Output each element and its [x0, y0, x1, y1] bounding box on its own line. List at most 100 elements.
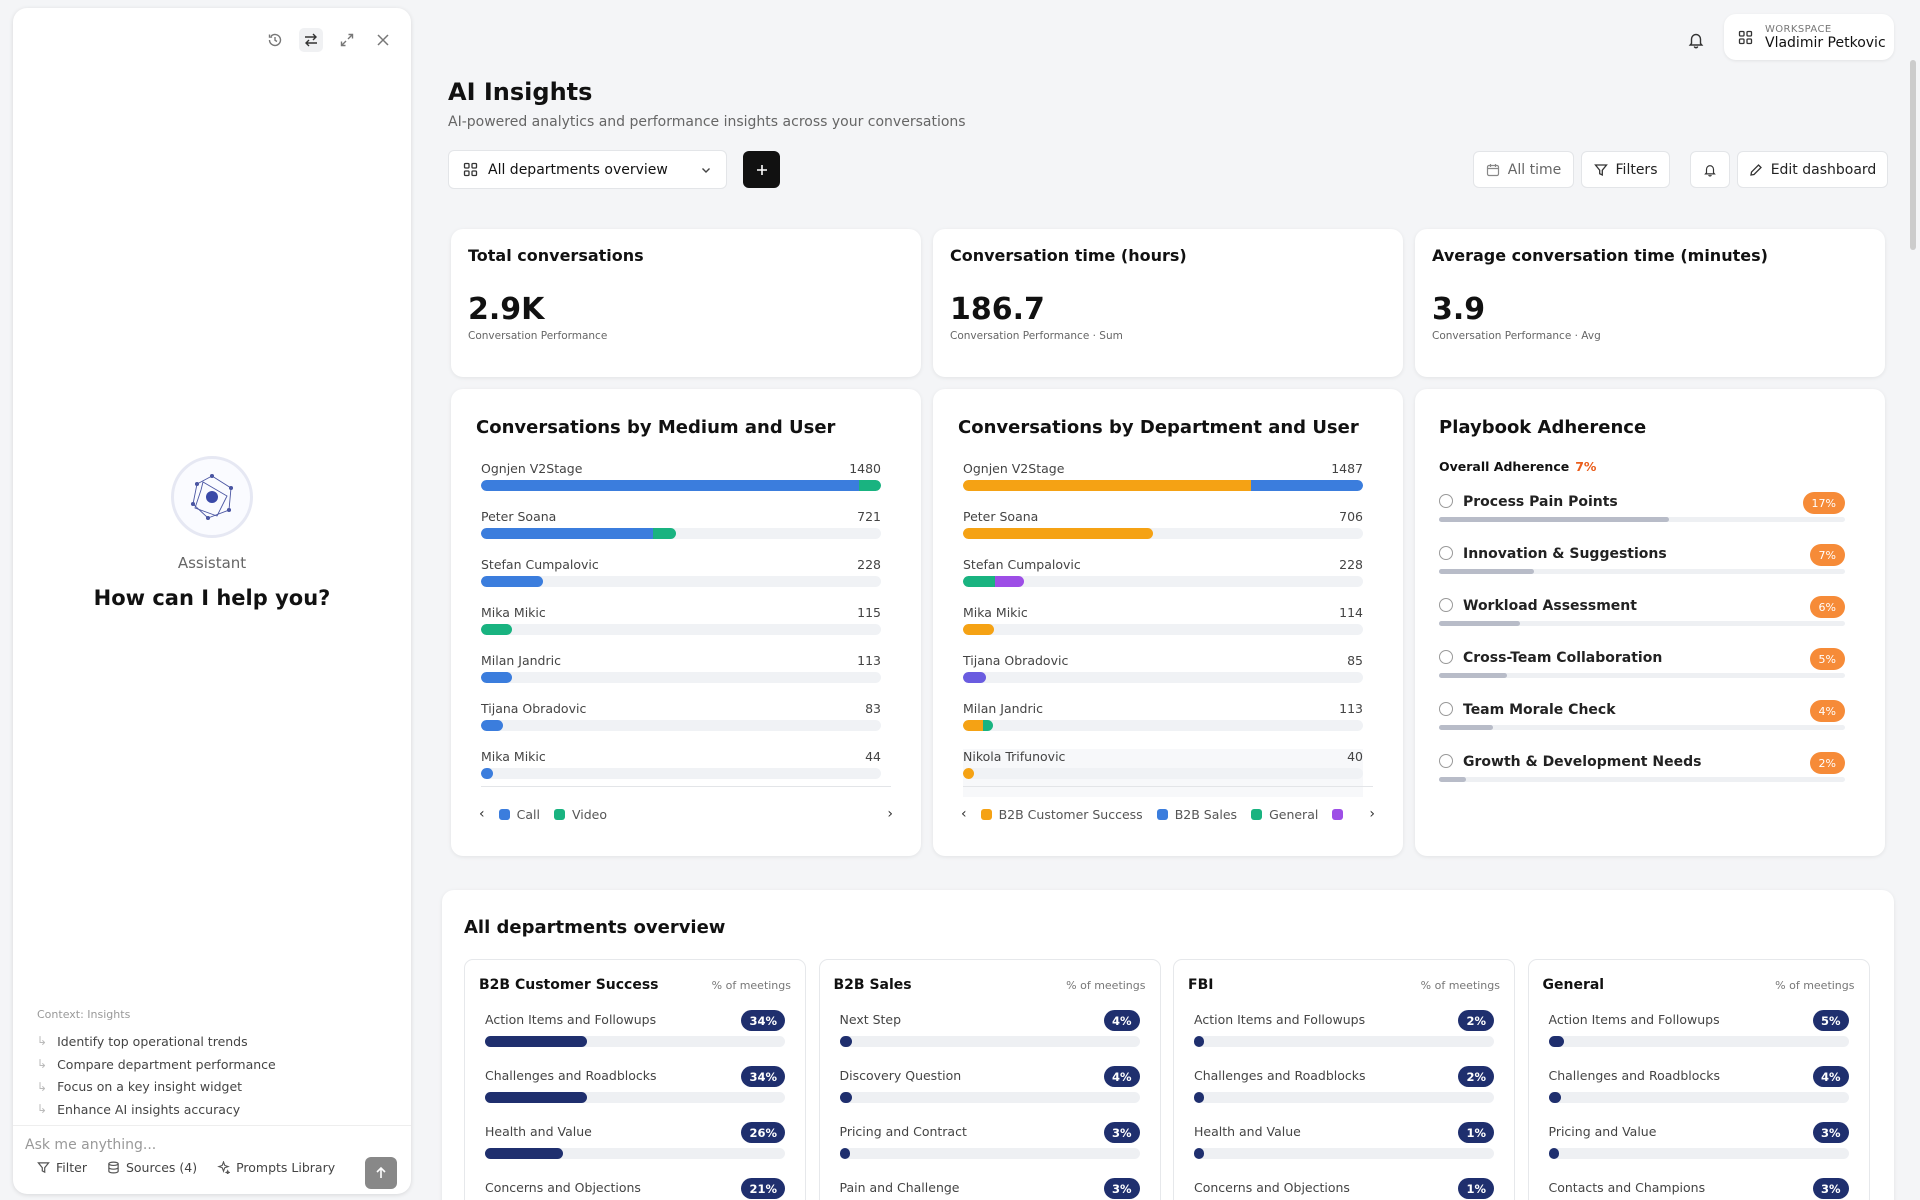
- bar-row[interactable]: Tijana Obradovic 83: [481, 701, 881, 749]
- dashboard-select[interactable]: All departments overview: [448, 150, 727, 189]
- workspace-switcher[interactable]: WORKSPACE Vladimir Petkovic: [1724, 14, 1894, 60]
- topic-row[interactable]: Challenges and Roadblocks 2%: [1194, 1066, 1494, 1124]
- alerts-button[interactable]: [1690, 151, 1730, 188]
- suggestion-item[interactable]: ↳ Enhance AI insights accuracy: [37, 1101, 241, 1117]
- topic-row[interactable]: Concerns and Objections 21%: [485, 1178, 785, 1200]
- send-button[interactable]: [365, 1157, 397, 1189]
- bar-track: [963, 480, 1363, 491]
- department-card: General % of meetings Action Items and Fol…: [1527, 959, 1870, 1200]
- notifications-button[interactable]: [1682, 26, 1710, 54]
- playbook-item[interactable]: Workload Assessment 6%: [1439, 596, 1845, 650]
- topic-row[interactable]: Challenges and Roadblocks 34%: [485, 1066, 785, 1124]
- topic-row[interactable]: Action Items and Followups 34%: [485, 1010, 785, 1068]
- topic-row[interactable]: Concerns and Objections 1%: [1194, 1178, 1494, 1200]
- bar-row[interactable]: Ognjen V2Stage 1487: [963, 461, 1363, 509]
- bar-value: 228: [1339, 557, 1363, 572]
- suggestion-item[interactable]: ↳ Compare department performance: [37, 1056, 276, 1072]
- bar: [481, 672, 512, 683]
- chevron-right-icon[interactable]: ›: [1369, 806, 1375, 822]
- topic-row[interactable]: Pain and Challenge 3%: [840, 1178, 1140, 1200]
- sources-button[interactable]: Sources (4): [107, 1160, 197, 1175]
- bar-row[interactable]: Mika Mikic 114: [963, 605, 1363, 653]
- topic-label: Next Step: [839, 1012, 902, 1027]
- topic-row[interactable]: Health and Value 26%: [485, 1122, 785, 1180]
- suggestion-item[interactable]: ↳ Identify top operational trends: [37, 1033, 248, 1049]
- radio-circle-icon[interactable]: [1439, 754, 1453, 768]
- playbook-item[interactable]: Process Pain Points 17%: [1439, 492, 1845, 546]
- scrollbar[interactable]: [1910, 60, 1916, 250]
- bar-row[interactable]: Stefan Cumpalovic 228: [963, 557, 1363, 605]
- progress-fill: [485, 1036, 587, 1047]
- bar-row[interactable]: Peter Soana 706: [963, 509, 1363, 557]
- workspace-name: Vladimir Petkovic: [1765, 34, 1886, 51]
- bar: [481, 624, 513, 635]
- add-dashboard-button[interactable]: [743, 151, 780, 188]
- plus-icon: [756, 164, 767, 175]
- bar-row[interactable]: Tijana Obradovic 85: [963, 653, 1363, 701]
- expand-icon[interactable]: [335, 28, 359, 52]
- prompts-library-button[interactable]: Prompts Library: [217, 1160, 335, 1175]
- percent-badge: 4%: [1103, 1066, 1140, 1087]
- topic-row[interactable]: Next Step 4%: [839, 1010, 1140, 1068]
- ask-input[interactable]: [25, 1133, 395, 1157]
- topic-row[interactable]: Challenges and Roadblocks 4%: [1548, 1066, 1849, 1124]
- bar-row[interactable]: Mika Mikic 44: [481, 749, 881, 797]
- bar-row[interactable]: Ognjen V2Stage 1480: [481, 461, 881, 509]
- topic-row[interactable]: Discovery Question 4%: [839, 1066, 1140, 1124]
- playbook-card: Playbook Adherence Overall Adherence 7% P…: [1415, 389, 1885, 856]
- progress-track: [839, 1036, 1140, 1047]
- topic-row[interactable]: Contacts and Champions 3%: [1549, 1178, 1849, 1200]
- radio-circle-icon[interactable]: [1439, 598, 1453, 612]
- bar-row[interactable]: Stefan Cumpalovic 228: [481, 557, 881, 605]
- topic-row[interactable]: Pricing and Value 3%: [1548, 1122, 1849, 1180]
- playbook-item[interactable]: Growth & Development Needs 2%: [1439, 752, 1845, 806]
- topic-row[interactable]: Pricing and Contract 3%: [839, 1122, 1140, 1180]
- bar-value: 706: [1339, 509, 1363, 524]
- progress-fill: [1439, 777, 1467, 782]
- playbook-item[interactable]: Innovation & Suggestions 7%: [1439, 544, 1845, 598]
- progress-fill: [1548, 1092, 1561, 1103]
- filter-icon: [1593, 163, 1608, 176]
- bar-segment: [481, 768, 493, 779]
- history-icon[interactable]: [263, 28, 287, 52]
- bar-row[interactable]: Mika Mikic 115: [481, 605, 881, 653]
- suggestion-item[interactable]: ↳ Focus on a key insight widget: [37, 1079, 243, 1095]
- progress-track: [485, 1092, 785, 1103]
- bar-row[interactable]: Milan Jandric 113: [963, 701, 1363, 749]
- radio-circle-icon[interactable]: [1439, 650, 1453, 664]
- chevron-left-icon[interactable]: ‹: [479, 806, 485, 822]
- playbook-item-name: Growth & Development Needs: [1463, 754, 1702, 770]
- bar-row[interactable]: Milan Jandric 113: [481, 653, 881, 701]
- bar-track: [481, 720, 881, 731]
- bar: [963, 720, 994, 731]
- topic-row[interactable]: Action Items and Followups 2%: [1194, 1010, 1494, 1068]
- bar-row[interactable]: Peter Soana 721: [481, 509, 881, 557]
- assistant-actions: Filter Sources (4) Prompts Library: [37, 1160, 335, 1175]
- filter-button[interactable]: Filter: [37, 1160, 87, 1175]
- close-icon[interactable]: [371, 28, 395, 52]
- filters-button[interactable]: Filters: [1581, 151, 1670, 188]
- topic-row[interactable]: Action Items and Followups 5%: [1548, 1010, 1849, 1068]
- workspace-label: WORKSPACE: [1765, 23, 1832, 35]
- edit-dashboard-button[interactable]: Edit dashboard: [1737, 151, 1888, 188]
- topic-label: Challenges and Roadblocks: [1548, 1068, 1721, 1083]
- playbook-item[interactable]: Cross-Team Collaboration 5%: [1439, 648, 1845, 702]
- radio-circle-icon[interactable]: [1439, 702, 1453, 716]
- playbook-item[interactable]: Team Morale Check 4%: [1439, 700, 1845, 754]
- radio-circle-icon[interactable]: [1439, 546, 1453, 560]
- progress-fill: [1439, 673, 1507, 678]
- bar-track: [963, 528, 1363, 539]
- time-range-button[interactable]: All time: [1473, 151, 1574, 188]
- progress-track: [485, 1148, 785, 1159]
- chevron-right-icon[interactable]: ›: [887, 806, 893, 822]
- swap-icon[interactable]: [299, 28, 323, 52]
- departments-overview: All departments overview B2B Customer Su…: [442, 890, 1894, 1200]
- chevron-left-icon[interactable]: ‹: [961, 806, 967, 822]
- bar-segment: [652, 528, 676, 539]
- bar-row[interactable]: Nikola Trifunovic 40: [963, 749, 1363, 797]
- bar-segment: [481, 720, 504, 731]
- topic-row[interactable]: Health and Value 1%: [1194, 1122, 1494, 1180]
- bar: [481, 576, 543, 587]
- grid-icon: [1738, 30, 1753, 44]
- radio-circle-icon[interactable]: [1439, 494, 1453, 508]
